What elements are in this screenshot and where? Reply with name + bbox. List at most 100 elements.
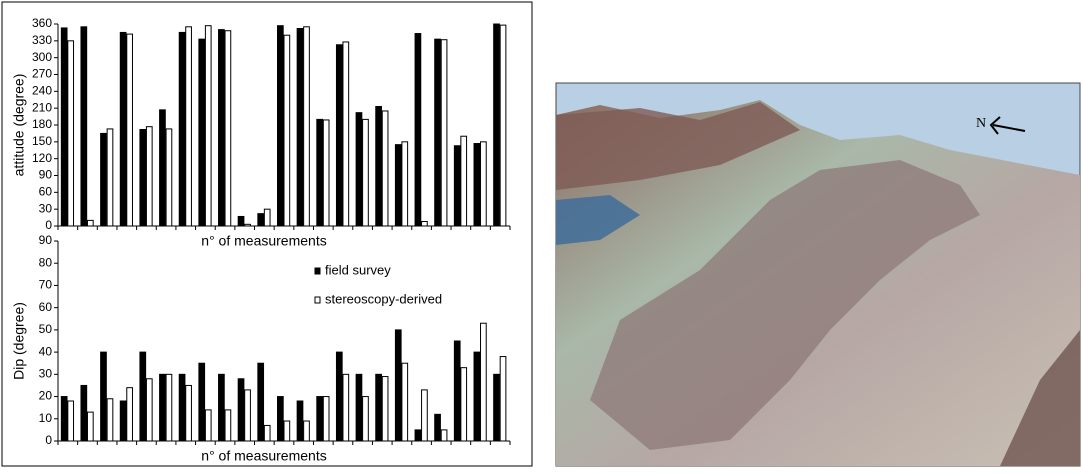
y-tick-label: 90: [39, 168, 53, 182]
bar: [179, 374, 185, 441]
bar: [422, 390, 428, 441]
bar: [219, 30, 225, 226]
y-tick-label: 20: [39, 389, 53, 403]
bar: [166, 374, 172, 441]
bar: [461, 368, 467, 441]
y-tick-label: 60: [39, 185, 53, 199]
bar: [363, 397, 369, 441]
bar: [278, 26, 284, 226]
bar: [415, 34, 421, 226]
y-tick-label: 240: [32, 84, 52, 98]
bar: [127, 34, 133, 226]
bar: [225, 31, 231, 226]
bar: [107, 129, 113, 226]
bar: [323, 120, 329, 226]
bar: [61, 397, 67, 441]
bar: [81, 385, 87, 441]
y-tick-label: 330: [32, 33, 52, 47]
bar: [317, 397, 323, 441]
bar: [68, 401, 74, 441]
bar: [120, 401, 126, 441]
bar: [356, 113, 362, 226]
y-tick-label: 120: [32, 151, 52, 165]
bar: [395, 145, 401, 226]
y-tick-label: 80: [39, 255, 53, 269]
y-tick-label: 210: [32, 100, 52, 114]
bar: [382, 111, 388, 226]
bar: [481, 142, 487, 226]
bar: [101, 352, 107, 441]
bar: [179, 32, 185, 226]
y-tick-label: 270: [32, 67, 52, 81]
bar: [278, 397, 284, 441]
bar: [238, 216, 244, 226]
bar: [304, 27, 310, 226]
bar: [494, 374, 500, 441]
bar: [264, 425, 270, 441]
bar: [140, 129, 146, 226]
y-axis-label: attitude (degree): [11, 74, 27, 177]
bar: [323, 397, 329, 441]
bar: [494, 24, 500, 226]
y-tick-label: 30: [39, 201, 53, 215]
bar: [474, 144, 480, 226]
bar: [304, 421, 310, 441]
y-tick-label: 150: [32, 134, 52, 148]
bar: [199, 363, 205, 441]
y-tick-label: 360: [32, 16, 52, 30]
bar: [343, 42, 349, 226]
bar: [474, 352, 480, 441]
bar: [336, 45, 342, 226]
north-label: N: [976, 116, 986, 131]
bar: [258, 363, 264, 441]
y-tick-label: 70: [39, 278, 53, 292]
y-tick-label: 30: [39, 367, 53, 381]
bar: [363, 119, 369, 226]
legend-swatch: [315, 268, 320, 274]
bar: [284, 421, 290, 441]
bar: [245, 390, 251, 441]
bar: [160, 374, 166, 441]
y-tick-label: 40: [39, 344, 53, 358]
bar: [343, 374, 349, 441]
bar: [402, 363, 408, 441]
legend-label: field survey: [325, 262, 391, 277]
bar: [395, 330, 401, 441]
y-tick-label: 90: [39, 233, 53, 247]
bar: [297, 401, 303, 441]
bar: [219, 374, 225, 441]
legend-swatch: [315, 297, 320, 303]
bar: [382, 377, 388, 441]
landscape-image: N: [556, 83, 1080, 466]
bar: [61, 28, 67, 226]
bar: [441, 430, 447, 441]
bar: [454, 146, 460, 226]
bar: [258, 214, 264, 226]
bar: [284, 35, 290, 226]
bar: [146, 379, 152, 441]
bar: [120, 32, 126, 226]
x-axis-label: n° of measurements: [201, 233, 326, 249]
bar: [402, 142, 408, 226]
bar: [461, 136, 467, 226]
bar: [205, 26, 211, 226]
bar: [481, 323, 487, 441]
bar: [205, 410, 211, 441]
bar: [186, 27, 192, 226]
bar: [186, 385, 192, 441]
bar: [422, 222, 428, 226]
bar: [140, 352, 146, 441]
y-tick-label: 300: [32, 50, 52, 64]
bar: [441, 40, 447, 226]
bar: [297, 28, 303, 226]
y-tick-label: 60: [39, 300, 53, 314]
bar: [68, 41, 74, 226]
bar: [454, 341, 460, 441]
bar: [238, 379, 244, 441]
bar: [166, 129, 172, 226]
bar: [336, 352, 342, 441]
bar: [87, 412, 93, 441]
bar: [376, 374, 382, 441]
y-tick-label: 50: [39, 322, 53, 336]
bar: [415, 430, 421, 441]
